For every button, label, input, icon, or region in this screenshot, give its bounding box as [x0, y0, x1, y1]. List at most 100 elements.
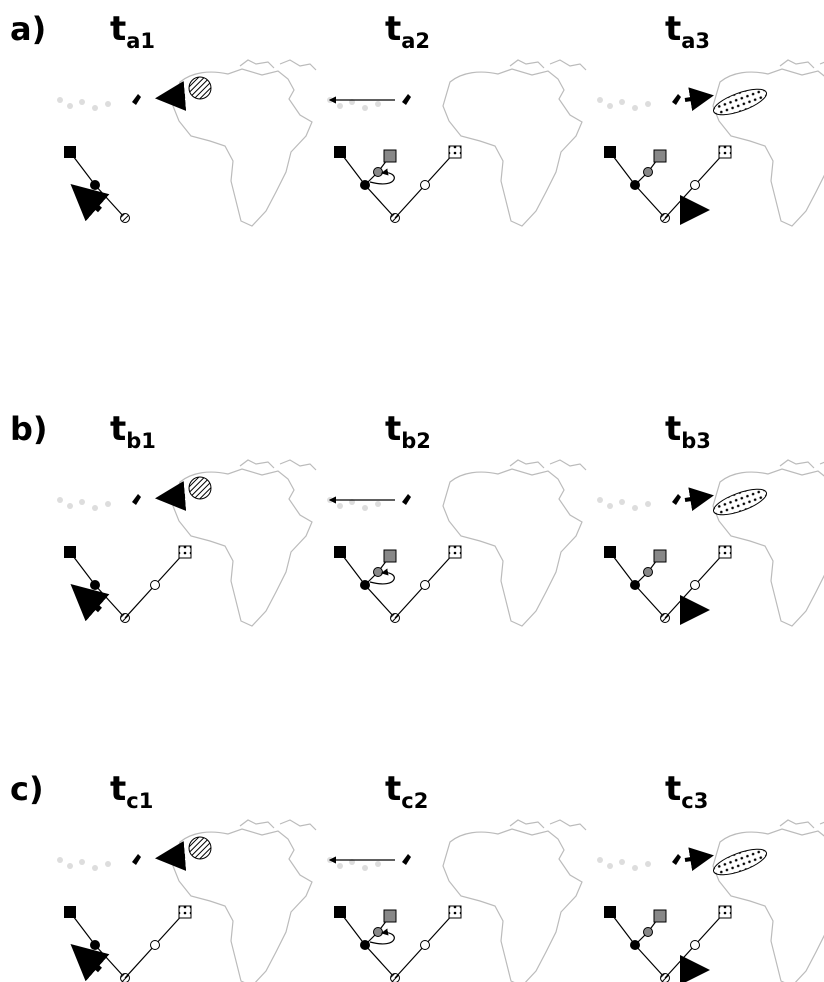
- map-outline: [443, 60, 586, 226]
- node-dot: [691, 181, 700, 190]
- node-dot: [644, 168, 653, 177]
- node-dot: [644, 928, 653, 937]
- island: [67, 503, 73, 509]
- island: [619, 99, 625, 105]
- row-label: c): [10, 770, 44, 808]
- node-square: [334, 146, 346, 158]
- figure: a)ta1ta2ta3b)tb1tb2tb3c)tc1tc2tc3: [0, 0, 824, 982]
- node-dot: [90, 180, 100, 190]
- time-subscript: a1: [126, 29, 155, 53]
- island: [79, 859, 85, 865]
- range: [189, 77, 211, 99]
- island: [67, 863, 73, 869]
- time-subscript: b3: [681, 429, 711, 453]
- node-square: [449, 546, 461, 558]
- island: [67, 103, 73, 109]
- canary-island: [132, 854, 141, 865]
- island: [92, 865, 98, 871]
- arrow: [160, 496, 185, 498]
- island: [607, 103, 613, 109]
- node-dot: [421, 181, 430, 190]
- node-square: [654, 910, 666, 922]
- island: [79, 99, 85, 105]
- node-square: [719, 906, 731, 918]
- time-subscript: c1: [126, 789, 153, 813]
- island: [92, 505, 98, 511]
- arrow: [685, 496, 710, 500]
- node-dot: [691, 581, 700, 590]
- island: [337, 863, 343, 869]
- arrow: [685, 96, 710, 100]
- island: [597, 497, 603, 503]
- time-symbol: t: [385, 9, 401, 49]
- arrow: [160, 96, 185, 98]
- node-square: [449, 906, 461, 918]
- island: [375, 101, 381, 107]
- island: [362, 505, 368, 511]
- panel-label: ta2: [385, 9, 430, 53]
- island: [375, 501, 381, 507]
- range: [711, 484, 770, 520]
- node-square: [449, 146, 461, 158]
- island: [105, 501, 111, 507]
- island: [645, 861, 651, 867]
- panel: [597, 460, 824, 626]
- node-square: [604, 906, 616, 918]
- panel-label: tc3: [665, 769, 708, 813]
- canary-island: [132, 94, 141, 105]
- island: [57, 497, 63, 503]
- node-dot: [421, 941, 430, 950]
- island: [619, 499, 625, 505]
- time-subscript: c2: [401, 789, 428, 813]
- island: [375, 861, 381, 867]
- panel: [327, 460, 586, 626]
- node-square: [604, 146, 616, 158]
- node-square: [654, 550, 666, 562]
- node-square: [64, 906, 76, 918]
- arrow: [160, 856, 185, 858]
- island: [597, 97, 603, 103]
- canary-island: [132, 494, 141, 505]
- node-square: [654, 150, 666, 162]
- canary-island: [402, 854, 411, 865]
- range: [711, 84, 770, 120]
- island: [645, 101, 651, 107]
- node-dot: [90, 940, 100, 950]
- node-dot: [151, 941, 160, 950]
- panel: [597, 820, 824, 982]
- node-dot: [644, 568, 653, 577]
- time-subscript: a2: [401, 29, 430, 53]
- time-subscript: b1: [126, 429, 156, 453]
- canary-island: [402, 94, 411, 105]
- node-square: [334, 906, 346, 918]
- arrow: [75, 588, 100, 610]
- panel-label: tb2: [385, 409, 431, 453]
- node-dot: [691, 941, 700, 950]
- arrow: [75, 188, 100, 210]
- range: [711, 844, 770, 880]
- panel: [327, 60, 586, 226]
- map-outline: [713, 820, 824, 982]
- map-outline: [443, 460, 586, 626]
- node-square: [384, 910, 396, 922]
- time-subscript: b2: [401, 429, 431, 453]
- panel: [57, 60, 316, 226]
- time-subscript: a3: [681, 29, 710, 53]
- island: [105, 861, 111, 867]
- node-dot: [374, 568, 383, 577]
- map-outline: [713, 460, 824, 626]
- time-symbol: t: [110, 409, 126, 449]
- island: [92, 105, 98, 111]
- node-dot: [374, 168, 383, 177]
- time-symbol: t: [665, 769, 681, 809]
- island: [79, 499, 85, 505]
- panel: [327, 820, 586, 982]
- island: [632, 505, 638, 511]
- map-outline: [713, 60, 824, 226]
- canary-island: [672, 854, 681, 865]
- node-square: [334, 546, 346, 558]
- node-square: [179, 906, 191, 918]
- time-symbol: t: [385, 769, 401, 809]
- canary-island: [672, 494, 681, 505]
- panel: [57, 460, 316, 626]
